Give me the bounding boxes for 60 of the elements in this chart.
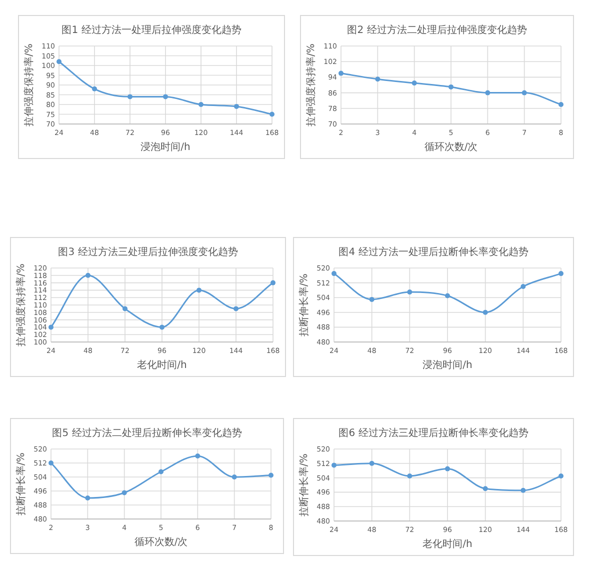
point xyxy=(160,324,164,330)
point xyxy=(270,280,276,286)
y-axis-title: 拉断伸长率/% xyxy=(298,274,310,336)
point xyxy=(412,80,417,86)
point xyxy=(48,324,54,330)
chart-title: 图3 经过方法三处理后拉伸强度变化趋势 xyxy=(58,246,238,258)
point xyxy=(163,94,168,100)
point xyxy=(482,310,488,315)
y-axis-title: 拉伸强度保持率/% xyxy=(15,264,27,346)
x-axis-title: 浸泡时间/h xyxy=(140,141,190,153)
point xyxy=(234,104,239,109)
point xyxy=(122,306,128,312)
point xyxy=(338,70,344,76)
point xyxy=(92,86,97,92)
chart-title: 图1 经过方法一处理后拉伸强度变化趋势 xyxy=(62,24,242,36)
chart-title: 图2 经过方法二处理后拉伸强度变化趋势 xyxy=(347,24,527,36)
x-axis-title: 循环次数/次 xyxy=(134,537,188,548)
point xyxy=(128,94,132,100)
point xyxy=(445,466,450,472)
point xyxy=(520,284,526,289)
point xyxy=(407,290,412,295)
point xyxy=(48,460,54,466)
point xyxy=(195,454,200,458)
point xyxy=(520,488,526,493)
point xyxy=(56,59,62,64)
chart-title: 图6 经过方法三处理后拉断伸长率变化趋势 xyxy=(338,427,528,439)
point xyxy=(332,462,336,468)
point xyxy=(85,496,90,500)
point xyxy=(375,76,380,82)
y-axis-title: 拉断伸长率/% xyxy=(298,454,310,516)
x-axis-title: 老化时间/h xyxy=(422,538,472,550)
point xyxy=(448,84,454,90)
x-axis-title: 循环次数/次 xyxy=(424,142,478,153)
point xyxy=(122,490,127,496)
y-axis-title: 拉伸强度保持率/% xyxy=(23,44,35,126)
point xyxy=(522,90,527,96)
x-axis-title: 老化时间/h xyxy=(137,359,187,371)
point xyxy=(268,472,274,478)
point xyxy=(232,474,237,480)
point xyxy=(270,112,274,117)
point xyxy=(198,102,204,107)
point xyxy=(369,296,374,302)
point xyxy=(558,271,564,276)
point xyxy=(369,460,374,466)
point xyxy=(485,90,490,96)
point xyxy=(86,272,90,278)
point xyxy=(332,271,336,276)
x-axis-title: 浸泡时间/h xyxy=(422,359,472,371)
chart-title: 图5 经过方法二处理后拉断伸长率变化趋势 xyxy=(52,427,242,439)
point xyxy=(158,469,164,474)
chart-title: 图4 经过方法一处理后拉断伸长率变化趋势 xyxy=(338,246,528,258)
point xyxy=(196,288,202,293)
point xyxy=(234,306,238,312)
point xyxy=(558,102,564,107)
point xyxy=(445,293,450,298)
point xyxy=(407,474,412,478)
point xyxy=(482,486,488,492)
y-axis-title: 拉伸强度保持率/% xyxy=(305,44,317,126)
y-axis-title: 拉断伸长率/% xyxy=(15,452,27,516)
point xyxy=(558,474,564,478)
